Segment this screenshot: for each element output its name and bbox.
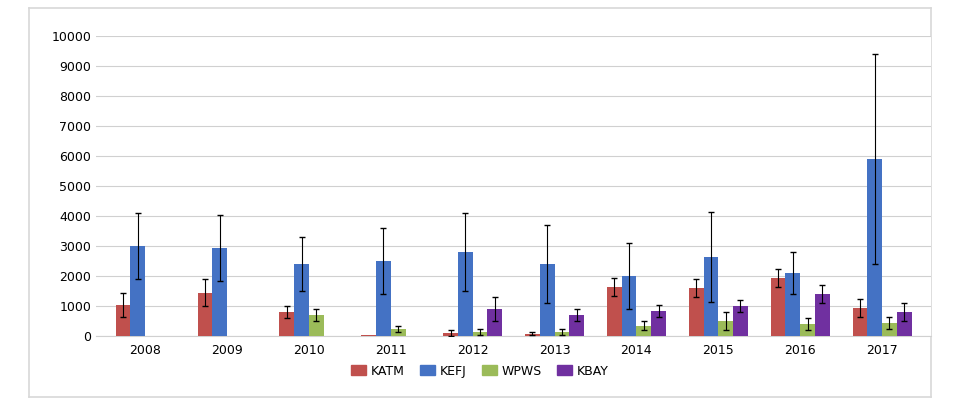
Bar: [622, 276, 636, 336]
Bar: [391, 329, 405, 336]
Bar: [309, 315, 324, 336]
Bar: [867, 159, 882, 336]
Bar: [376, 261, 391, 336]
Bar: [212, 248, 227, 336]
Bar: [785, 273, 801, 336]
Bar: [897, 312, 912, 336]
Bar: [555, 332, 569, 336]
Bar: [689, 288, 704, 336]
Bar: [704, 257, 718, 336]
Bar: [569, 315, 584, 336]
Bar: [815, 294, 829, 336]
Bar: [882, 323, 897, 336]
Bar: [525, 334, 540, 336]
Bar: [651, 311, 666, 336]
Bar: [361, 335, 376, 336]
Bar: [852, 308, 867, 336]
Bar: [636, 326, 651, 336]
Bar: [279, 312, 294, 336]
Bar: [540, 264, 555, 336]
Bar: [607, 287, 622, 336]
Bar: [472, 332, 488, 336]
Bar: [718, 321, 733, 336]
Bar: [131, 246, 145, 336]
Bar: [488, 309, 502, 336]
Bar: [733, 306, 748, 336]
Bar: [294, 264, 309, 336]
Bar: [458, 252, 472, 336]
Bar: [444, 333, 458, 336]
Bar: [198, 293, 212, 336]
Bar: [771, 278, 785, 336]
Bar: [115, 305, 131, 336]
Legend: KATM, KEFJ, WPWS, KBAY: KATM, KEFJ, WPWS, KBAY: [347, 360, 613, 383]
Bar: [801, 324, 815, 336]
